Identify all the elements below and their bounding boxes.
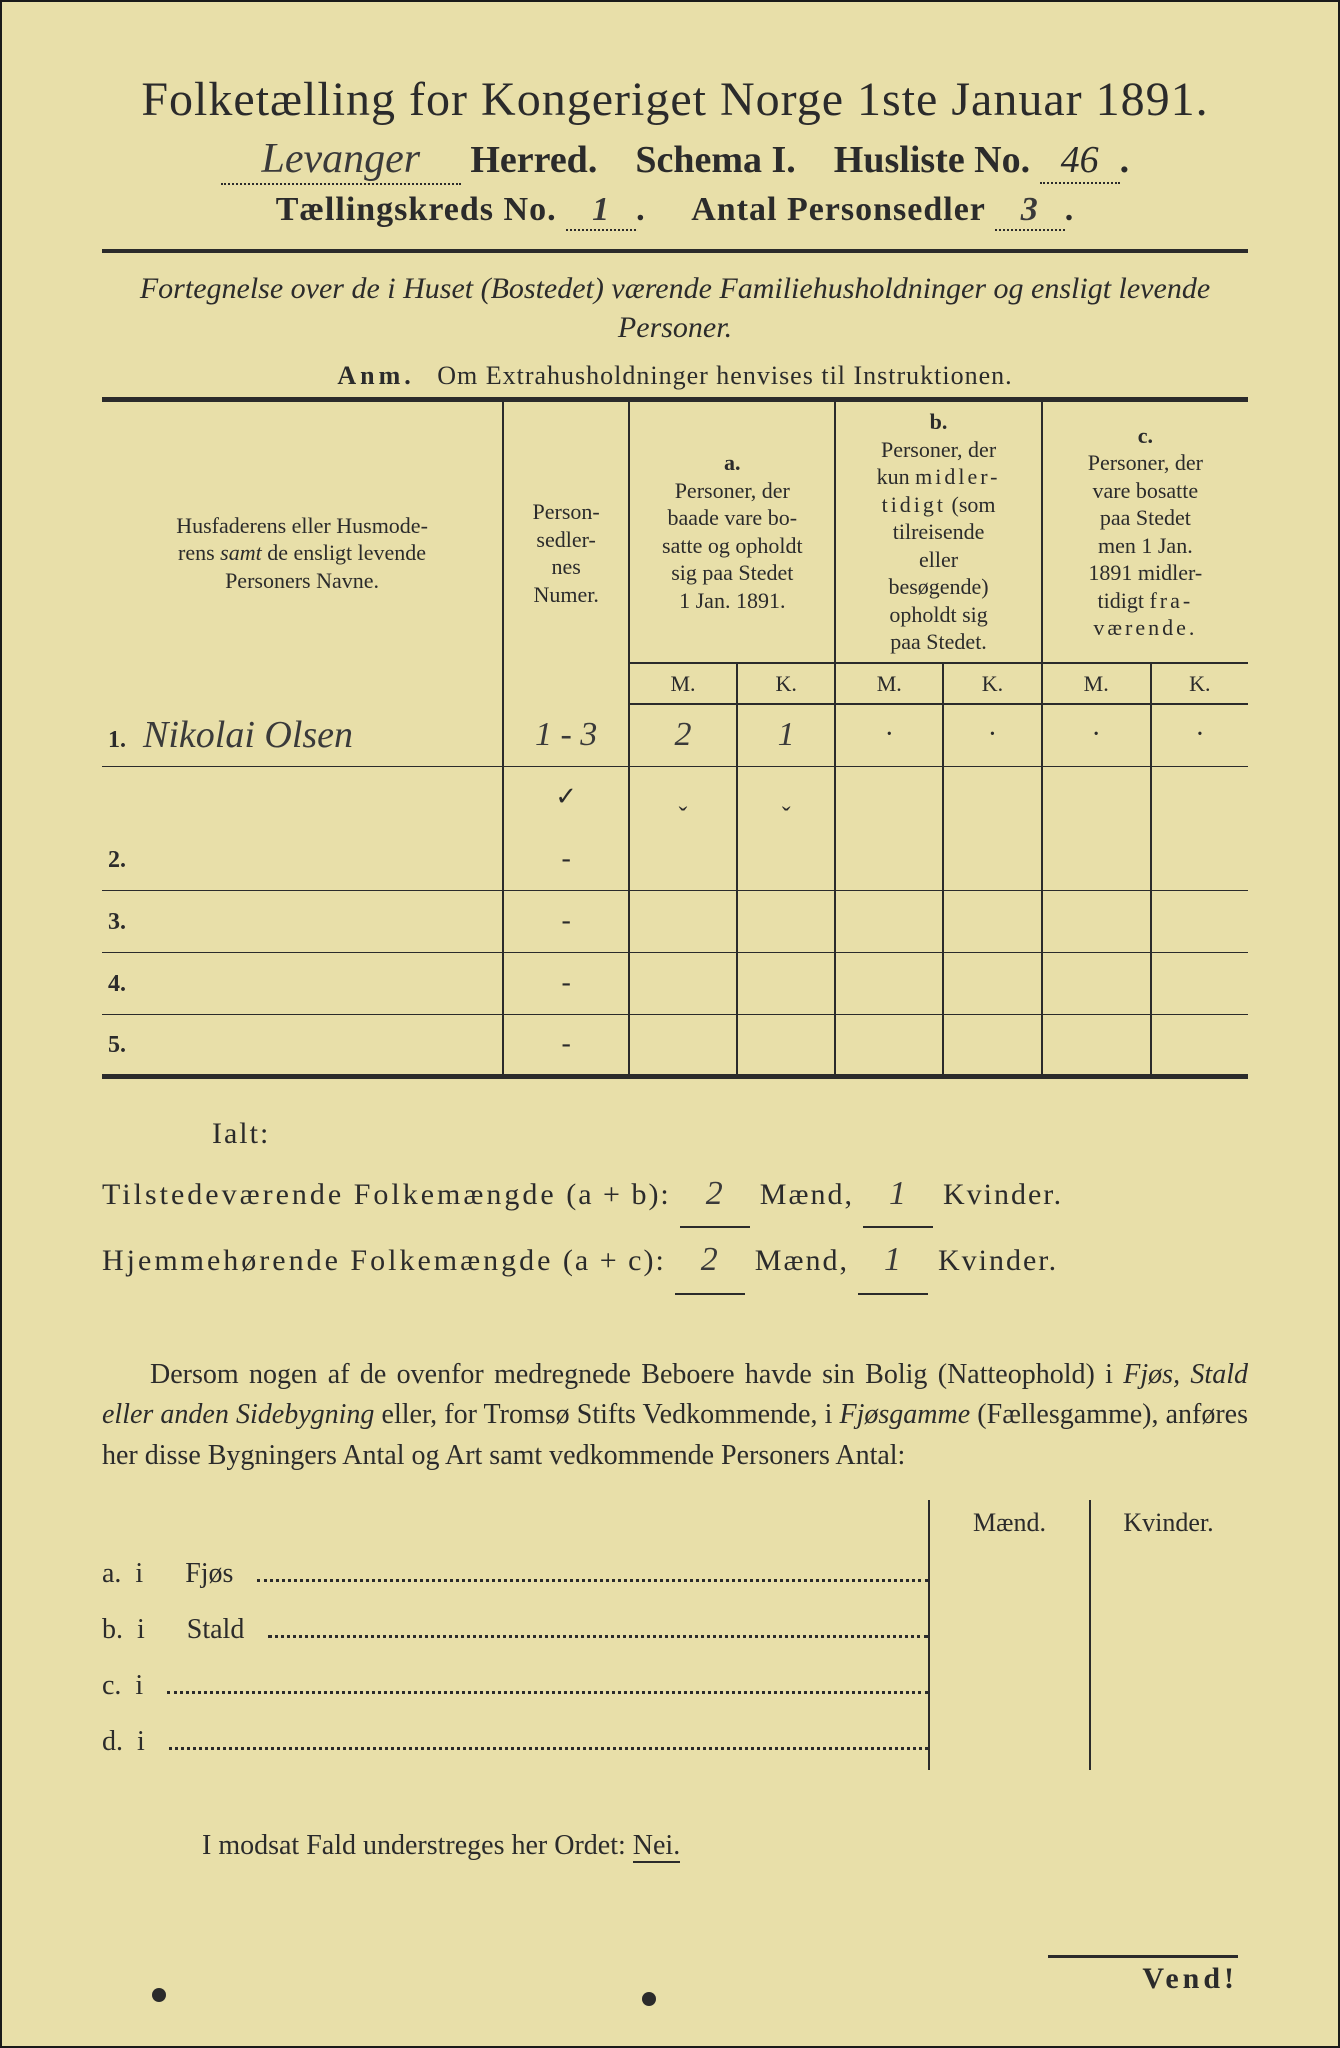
antal-no: 3 [995,191,1065,231]
herred-name: Levanger [221,135,461,185]
table-row-tick: ✓ ˬ ˬ [102,766,1248,828]
table-body: 1. Nikolai Olsen 1 - 3 2 1 · · · · ✓ ˬ ˬ… [102,704,1248,1076]
anm-line: Anm. Om Extrahusholdninger henvises til … [102,361,1248,391]
tilstede-m: 2 [680,1162,750,1229]
herred-line: Levanger Herred. Schema I. Husliste No. … [102,135,1248,185]
tilstede-label: Tilstedeværende Folkemængde (a + b): 2 M… [102,1178,1063,1211]
kreds-line: Tællingskreds No. 1. Antal Personsedler … [102,191,1248,231]
main-table: Husfaderens eller Husmode-rens samt de e… [102,397,1248,1079]
husliste-label: Husliste No. [834,139,1030,181]
maend-label: Mænd, [755,1244,849,1277]
pin-mark [642,1992,656,2006]
th-cm: M. [1042,663,1151,705]
th-b: b. Personer, derkun midler-tidigt (somti… [835,400,1041,663]
nei-word: Nei. [633,1830,680,1863]
main-title: Folketælling for Kongeriget Norge 1ste J… [102,72,1248,127]
herred-label: Herred. [470,139,597,181]
th-am: M. [629,663,737,705]
bygning-block: a. i Fjøs b. i Stald c. i d. i Mænd. Kvi… [102,1500,1248,1770]
table-row: 4. - [102,952,1248,1014]
th-numer: Person-sedler-nesNumer. [503,400,629,705]
dersom-text: Dersom nogen af de ovenfor medregnede Be… [102,1355,1248,1477]
kreds-label: Tællingskreds No. [276,191,557,228]
kvinder-label: Kvinder. [938,1244,1058,1277]
bygning-left: a. i Fjøs b. i Stald c. i d. i [102,1500,928,1770]
maend-label: Mænd, [760,1178,854,1211]
ialt-block: Ialt: Tilstedeværende Folkemængde (a + b… [102,1105,1248,1295]
th-a: a. Personer, derbaade vare bo-satte og o… [629,400,835,663]
modsat-line: I modsat Fald understreges her Ordet: Ne… [102,1830,1248,1862]
ialt-label: Ialt: [102,1105,1248,1162]
th-bk: K. [943,663,1042,705]
th-c: c. Personer, dervare bosattepaa Stedetme… [1042,400,1248,663]
schema-label: Schema I. [635,139,795,181]
hjemme-m: 2 [675,1228,745,1295]
kreds-no: 1 [566,191,636,231]
pin-mark [152,1988,166,2002]
byg-maend: Mænd. [930,1508,1089,1538]
fortegnelse-text: Fortegnelse over de i Huset (Bostedet) v… [102,269,1248,347]
th-names: Husfaderens eller Husmode-rens samt de e… [102,400,503,705]
table-row: 1. Nikolai Olsen 1 - 3 2 1 · · · · [102,704,1248,766]
husliste-no: 46 [1040,138,1120,184]
vend-label: Vend! [1048,1955,1238,1996]
th-bm: M. [835,663,943,705]
anm-text: Om Extrahusholdninger henvises til Instr… [437,361,1012,390]
hjemme-k: 1 [858,1228,928,1295]
antal-label: Antal Personsedler [691,191,985,228]
kvinder-label: Kvinder. [943,1178,1063,1211]
rule-1 [102,249,1248,253]
anm-label: Anm. [337,361,414,390]
table-row: 3. - [102,890,1248,952]
table-row: 2. - [102,828,1248,890]
table-row: 5. - [102,1014,1248,1076]
th-ck: K. [1151,663,1248,705]
hjemme-label: Hjemmehørende Folkemængde (a + c): [102,1244,666,1277]
byg-kvinder: Kvinder. [1089,1508,1248,1538]
th-ak: K. [737,663,836,705]
tilstede-k: 1 [863,1162,933,1229]
bygning-right: Mænd. Kvinder. [928,1500,1248,1770]
census-form-page: Folketælling for Kongeriget Norge 1ste J… [0,0,1340,2048]
